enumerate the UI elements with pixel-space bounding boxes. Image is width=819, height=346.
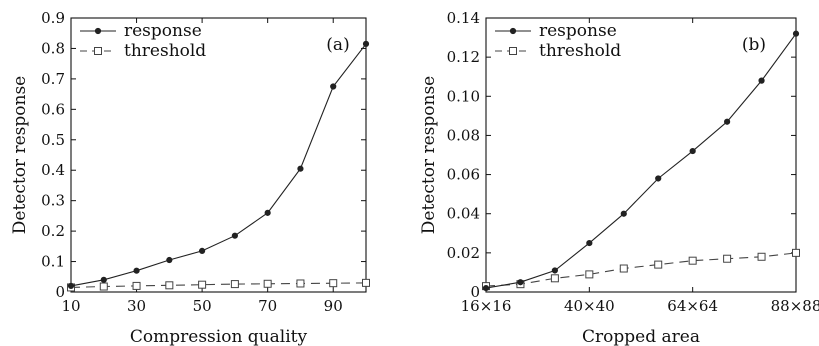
data-point-threshold (362, 278, 370, 287)
y-tick-label: 0 (470, 283, 480, 301)
data-point-response (67, 282, 75, 290)
x-tick-label: 30 (127, 297, 146, 315)
x-tick-label: 70 (258, 297, 277, 315)
x-axis-label: Compression quality (130, 327, 308, 346)
legend-marker-response (94, 27, 102, 35)
series-response (67, 40, 370, 290)
data-point-response (199, 247, 206, 254)
x-axis-label: Cropped area (582, 327, 700, 346)
data-point-response (792, 30, 800, 37)
chart-panel-b: 0 0.02 0.04 0.06 0.08 0.10 0.12 0.14 16×16 40×40 6… (419, 9, 819, 346)
data-point-response (551, 267, 558, 274)
x-tick-label: 16×16 (461, 297, 512, 315)
data-point-response (689, 147, 696, 155)
chart-panel-a: 0 0.1 0.2 0.3 0.4 0.5 0.6 0.7 0.8 0.9 10 30 50 70 90 Co… (10, 9, 370, 346)
y-tick-label: 0.4 (41, 161, 65, 179)
data-point-response (586, 239, 593, 247)
data-point-threshold (619, 264, 628, 273)
x-tick-label: 10 (61, 297, 80, 315)
y-tick-label: 0.1 (41, 253, 65, 271)
data-point-threshold (723, 254, 732, 263)
y-tick-label: 0.08 (447, 126, 480, 144)
legend-marker-threshold (509, 47, 517, 55)
series-line-threshold (70, 282, 367, 288)
x-tick-label: 40×40 (564, 297, 615, 315)
series-line-response (485, 33, 797, 289)
panel-label: (a) (326, 35, 349, 55)
y-tick-label: 0.6 (41, 100, 65, 118)
data-point-threshold (550, 274, 559, 283)
y-tick-label: 0.5 (41, 131, 65, 149)
legend-marker-response (509, 27, 517, 35)
legend-label-response: response (124, 21, 202, 41)
data-point-threshold (757, 252, 766, 261)
y-tick-label: 0.2 (41, 222, 65, 240)
data-point-response (264, 209, 271, 216)
data-point-threshold (654, 260, 663, 269)
data-point-response (517, 279, 524, 286)
x-tick-label: 50 (193, 297, 212, 315)
data-point-response (231, 232, 238, 239)
data-point-response (620, 210, 627, 217)
y-axis-label: Detector response (10, 76, 30, 234)
data-point-response (133, 267, 140, 274)
data-point-threshold (585, 270, 594, 279)
legend-label-threshold: threshold (539, 41, 621, 61)
data-point-threshold (792, 248, 800, 257)
data-point-response (482, 284, 490, 292)
series-threshold (482, 248, 800, 291)
y-tick-label: 0.04 (447, 205, 480, 223)
y-tick-label: 0.7 (41, 70, 65, 88)
series-threshold (67, 278, 370, 292)
x-tick-label: 64×64 (667, 297, 718, 315)
data-point-response (655, 175, 662, 182)
data-point-response (330, 83, 337, 90)
data-point-threshold (99, 282, 108, 291)
series-line-response (70, 43, 367, 287)
data-point-threshold (198, 280, 207, 289)
y-tick-label: 0.8 (41, 39, 65, 57)
legend-label-response: response (539, 21, 617, 41)
y-tick-label: 0.3 (41, 192, 65, 210)
y-tick-label: 0.9 (41, 9, 65, 27)
y-tick-label: 0.12 (447, 48, 480, 66)
data-point-threshold (329, 279, 338, 288)
y-tick-label: 0.10 (447, 87, 480, 105)
y-tick-label: 0 (55, 283, 65, 301)
x-tick-label: 90 (324, 297, 343, 315)
data-point-threshold (296, 279, 305, 288)
y-tick-label: 0.14 (447, 9, 480, 27)
y-axis-label: Detector response (419, 76, 439, 234)
data-point-threshold (132, 281, 141, 290)
data-point-response (166, 256, 173, 264)
data-point-threshold (263, 279, 272, 288)
series-response (482, 30, 800, 292)
y-tick-label: 0.06 (447, 166, 480, 184)
plot-frame (70, 17, 367, 293)
data-point-response (758, 77, 765, 84)
data-point-threshold (230, 280, 239, 289)
data-point-response (297, 165, 304, 172)
data-point-threshold (688, 256, 697, 265)
x-tick-label: 88×88 (771, 297, 819, 315)
legend-marker-threshold (94, 47, 102, 55)
data-point-response (100, 276, 107, 283)
series-line-threshold (485, 252, 797, 287)
data-point-response (724, 118, 731, 125)
legend-label-threshold: threshold (124, 41, 206, 61)
data-point-response (362, 40, 370, 47)
y-tick-label: 0.02 (447, 244, 480, 262)
panel-label: (b) (742, 35, 766, 55)
data-point-threshold (165, 281, 174, 290)
plot-frame (485, 17, 797, 293)
